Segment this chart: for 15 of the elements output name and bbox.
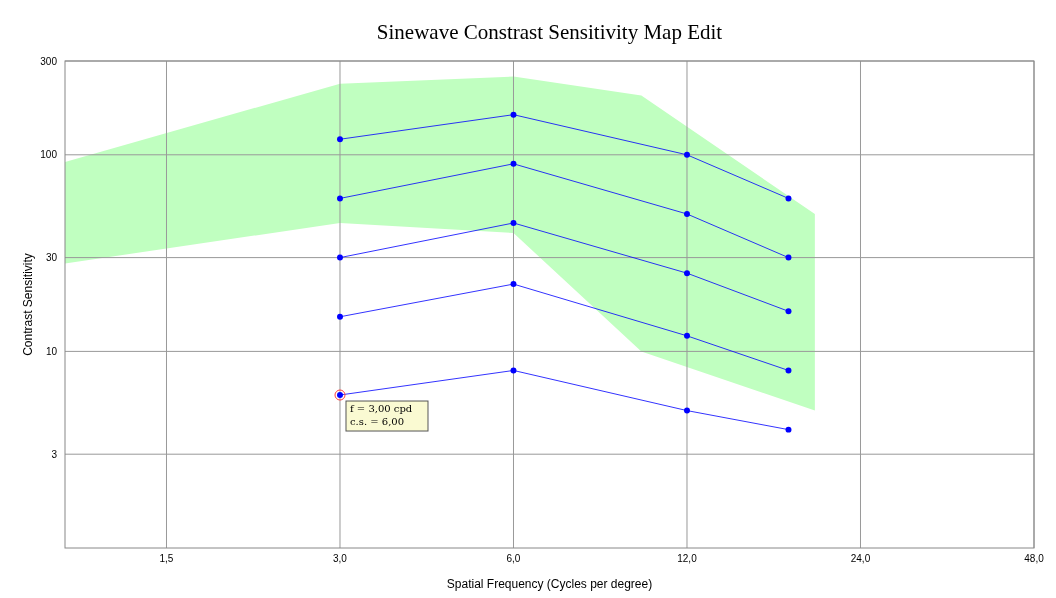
y-tick-label: 30 xyxy=(45,252,58,264)
y-tick-label: 100 xyxy=(40,149,58,161)
x-tick-label: 24,0 xyxy=(850,553,871,564)
y-axis-title: Contrast Sensitivity xyxy=(21,253,35,356)
chart-title: Sinewave Constrast Sensitivity Map Edit xyxy=(376,20,723,44)
y-tick-label: 300 xyxy=(40,55,58,67)
x-tick-label: 3,0 xyxy=(333,553,348,564)
x-tick-label: 12,0 xyxy=(677,553,698,564)
x-tick-label: 48,0 xyxy=(1024,553,1045,564)
x-tick-label: 1,5 xyxy=(159,553,174,564)
x-axis-title: Spatial Frequency (Cycles per degree) xyxy=(446,577,653,591)
y-tick-label: 10 xyxy=(45,345,58,357)
x-tick-label: 6,0 xyxy=(506,553,521,564)
y-tick-label: 3 xyxy=(51,448,58,460)
annotation: f = 3,00 cpd c.s. = 6,00 xyxy=(349,403,413,428)
